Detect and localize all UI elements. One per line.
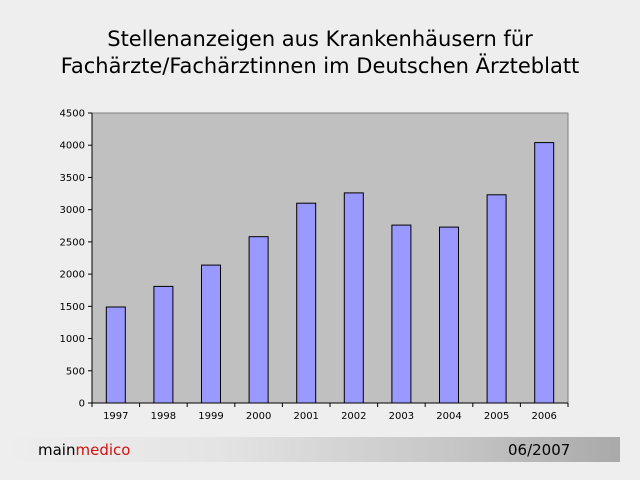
- y-tick-label: 1500: [60, 302, 85, 313]
- bar-2006: [534, 142, 555, 404]
- bar-2000: [248, 236, 269, 404]
- y-tick-label: 500: [66, 366, 85, 377]
- bar-1997: [105, 306, 126, 404]
- y-tick-labels: 0 500 1000 1500 2000 2500 3000 3500 4000 4500: [60, 109, 85, 410]
- bar-2003: [391, 224, 412, 404]
- brand-main-text: main: [38, 441, 76, 459]
- chart-title: Stellenanzeigen aus Krankenhäusern für F…: [0, 26, 640, 80]
- x-tick-label: 1999: [198, 411, 223, 422]
- brand-medico-text: medico: [75, 441, 131, 459]
- y-tick-label: 3000: [60, 205, 85, 216]
- x-tick-label: 1998: [151, 411, 176, 422]
- y-tick-label: 2500: [60, 237, 85, 248]
- bar-1998: [153, 285, 174, 404]
- y-tick-label: 4500: [60, 109, 85, 120]
- bar-2005: [486, 194, 507, 404]
- y-tick-label: 0: [79, 399, 85, 410]
- y-tick-label: 1000: [60, 334, 85, 345]
- x-tick-label: 2004: [436, 411, 461, 422]
- brand-logo: mainmedico: [38, 441, 130, 459]
- x-tick-label: 2005: [484, 411, 509, 422]
- bar-2001: [296, 202, 317, 404]
- footer-date: 06/2007: [508, 441, 571, 459]
- bars-group: [105, 142, 555, 404]
- x-tick-label: 2001: [293, 411, 318, 422]
- bar-1999: [201, 264, 221, 404]
- x-tick-labels: 1997 1998 1999 2000 2001 2002 2003 2004 2005 2006: [103, 411, 557, 422]
- bar-2002: [343, 192, 364, 404]
- x-tick-label: 2002: [341, 411, 366, 422]
- y-tick-label: 2000: [60, 270, 85, 281]
- chart-title-line-2: Fachärzte/Fachärztinnen im Deutschen Ärz…: [60, 54, 580, 78]
- y-tick-label: 4000: [60, 141, 85, 152]
- x-tick-label: 2003: [389, 411, 414, 422]
- chart-title-line-1: Stellenanzeigen aus Krankenhäusern für: [107, 27, 533, 51]
- x-tick-label: 1997: [103, 411, 128, 422]
- bar-2004: [439, 226, 459, 404]
- axes-group: [88, 112, 569, 407]
- x-tick-label: 2000: [246, 411, 271, 422]
- y-tick-label: 3500: [60, 173, 85, 184]
- footer-bar: [0, 437, 620, 462]
- x-tick-label: 2006: [531, 411, 556, 422]
